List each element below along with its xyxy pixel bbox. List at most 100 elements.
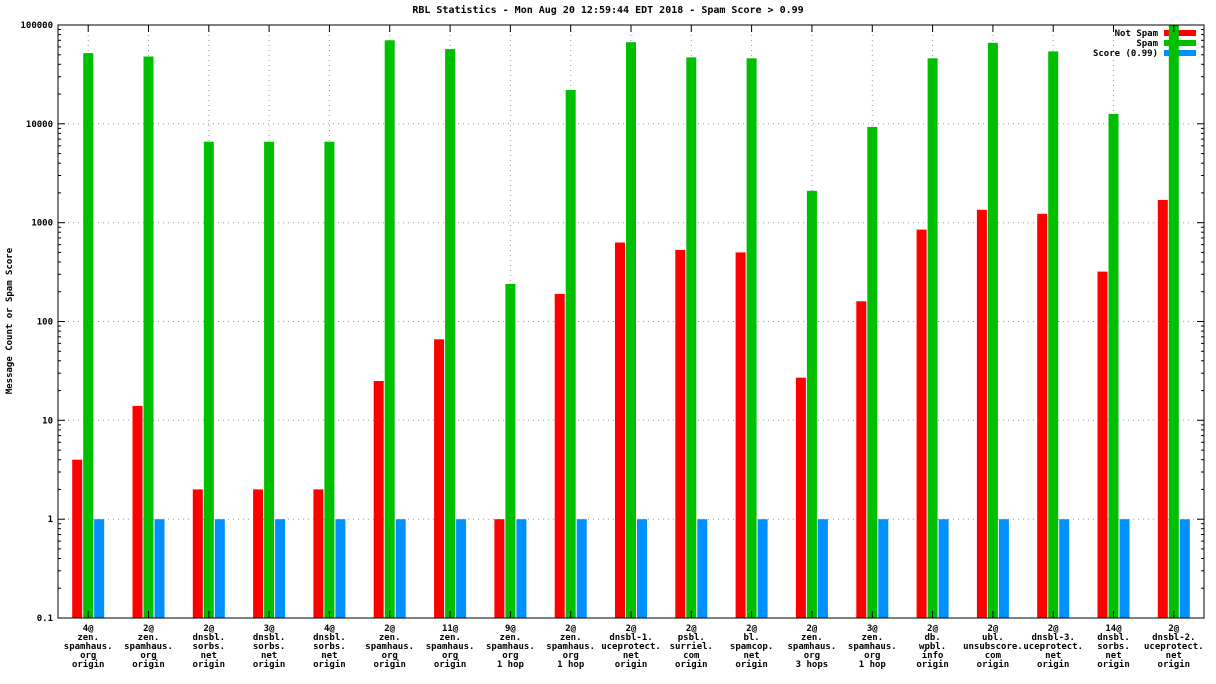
x-tick-label: dnsbl. bbox=[193, 633, 226, 643]
plot-border bbox=[57, 24, 1205, 619]
x-tick-label: 3@ bbox=[867, 624, 878, 634]
x-tick-label: origin bbox=[253, 659, 286, 670]
x-tick-label: sorbs. bbox=[1097, 642, 1130, 652]
bar bbox=[275, 519, 286, 618]
bar bbox=[637, 519, 647, 618]
bar bbox=[1108, 113, 1119, 619]
x-tick-label: spamhaus. bbox=[124, 642, 173, 652]
x-tick-label: dnsbl. bbox=[313, 633, 346, 643]
y-tick-label: 100000 bbox=[20, 21, 53, 31]
x-tick-label: 3@ bbox=[264, 624, 275, 634]
y-tick-label: 1000 bbox=[31, 219, 53, 229]
x-tick-label: com bbox=[683, 651, 700, 661]
bar bbox=[916, 229, 927, 618]
bar bbox=[1048, 51, 1059, 618]
legend-swatch bbox=[1164, 40, 1196, 46]
y-tick-label: 0.1 bbox=[37, 614, 53, 624]
bar bbox=[576, 519, 587, 618]
x-tick-label: ubl. bbox=[982, 633, 1004, 643]
x-tick-label: bl. bbox=[743, 633, 759, 643]
legend-swatch bbox=[1164, 50, 1196, 56]
x-tick-label: org bbox=[864, 651, 880, 661]
bar bbox=[735, 252, 746, 618]
bar bbox=[626, 42, 636, 618]
x-tick-label: net bbox=[261, 651, 277, 661]
bar bbox=[132, 405, 143, 618]
x-tick-label: origin bbox=[1158, 659, 1191, 670]
bar bbox=[615, 242, 625, 618]
x-tick-label: zen. bbox=[861, 633, 883, 643]
x-tick-label: uceprotect. bbox=[1023, 642, 1083, 652]
x-tick-label: org bbox=[140, 651, 156, 661]
bar bbox=[1168, 25, 1179, 618]
x-tick-label: org bbox=[804, 651, 820, 661]
x-tick-label: net bbox=[1045, 651, 1061, 661]
x-tick-label: zen. bbox=[77, 633, 99, 643]
x-tick-label: 14@ bbox=[1105, 624, 1122, 634]
bar bbox=[938, 519, 949, 618]
x-tick-label: uceprotect. bbox=[1144, 642, 1204, 652]
bar bbox=[1059, 519, 1070, 618]
chart-title: RBL Statistics - Mon Aug 20 12:59:44 EDT… bbox=[412, 5, 804, 16]
bar bbox=[686, 57, 697, 618]
x-tick-label: wpbl. bbox=[919, 642, 946, 652]
bar bbox=[505, 283, 516, 618]
x-tick-label: spamhaus. bbox=[486, 642, 535, 652]
x-tick-label: spamcop. bbox=[730, 642, 773, 652]
x-tick-label: 1 hop bbox=[497, 660, 525, 670]
x-tick-label: 2@ bbox=[987, 624, 998, 634]
x-tick-label: dnsbl. bbox=[253, 633, 286, 643]
bar bbox=[1179, 519, 1190, 618]
x-tick-label: sorbs. bbox=[193, 642, 226, 652]
x-tick-label: 11@ bbox=[442, 624, 459, 634]
bar bbox=[1119, 519, 1130, 618]
x-tick-label: spamhaus. bbox=[546, 642, 595, 652]
x-tick-label: org bbox=[563, 651, 579, 661]
bar bbox=[456, 519, 467, 618]
x-tick-label: 2@ bbox=[686, 624, 697, 634]
x-tick-label: sorbs. bbox=[313, 642, 346, 652]
x-tick-label: origin bbox=[373, 659, 406, 670]
bar bbox=[143, 56, 154, 618]
bar bbox=[867, 126, 878, 619]
y-tick-label: 100 bbox=[37, 318, 53, 328]
bar bbox=[83, 53, 94, 619]
legend-swatch bbox=[1164, 30, 1196, 36]
bar bbox=[757, 519, 768, 618]
x-tick-label: uceprotect. bbox=[601, 642, 661, 652]
bar bbox=[856, 301, 867, 618]
x-tick-label: net bbox=[201, 651, 217, 661]
x-tick-label: 3 hops bbox=[796, 660, 829, 670]
bar bbox=[987, 42, 998, 619]
bar bbox=[373, 381, 384, 618]
x-tick-label: zen. bbox=[439, 633, 461, 643]
bar bbox=[324, 141, 335, 618]
bar bbox=[434, 339, 445, 618]
x-tick-label: origin bbox=[1037, 659, 1070, 670]
x-tick-label: zen. bbox=[500, 633, 522, 643]
bar bbox=[384, 40, 395, 619]
x-tick-label: zen. bbox=[138, 633, 160, 643]
bar bbox=[1097, 271, 1108, 618]
x-tick-label: net bbox=[743, 651, 759, 661]
bar bbox=[94, 519, 105, 618]
bar bbox=[554, 293, 565, 618]
x-tick-label: spamhaus. bbox=[365, 642, 414, 652]
bar bbox=[313, 489, 324, 618]
x-tick-label: dnsbl-3. bbox=[1032, 633, 1075, 643]
x-tick-label: spamhaus. bbox=[426, 642, 475, 652]
x-tick-label: 2@ bbox=[565, 624, 576, 634]
bar bbox=[203, 141, 214, 618]
x-tick-label: sorbs. bbox=[253, 642, 286, 652]
x-tick-label: spamhaus. bbox=[788, 642, 837, 652]
x-tick-label: origin bbox=[72, 659, 105, 670]
x-tick-label: org bbox=[80, 651, 96, 661]
bar bbox=[494, 519, 505, 618]
x-tick-label: dnsbl-2. bbox=[1152, 633, 1195, 643]
bar bbox=[675, 249, 686, 618]
x-tick-label: unsubscore. bbox=[963, 642, 1023, 652]
x-tick-label: origin bbox=[615, 659, 648, 670]
x-tick-label: db. bbox=[924, 633, 940, 643]
